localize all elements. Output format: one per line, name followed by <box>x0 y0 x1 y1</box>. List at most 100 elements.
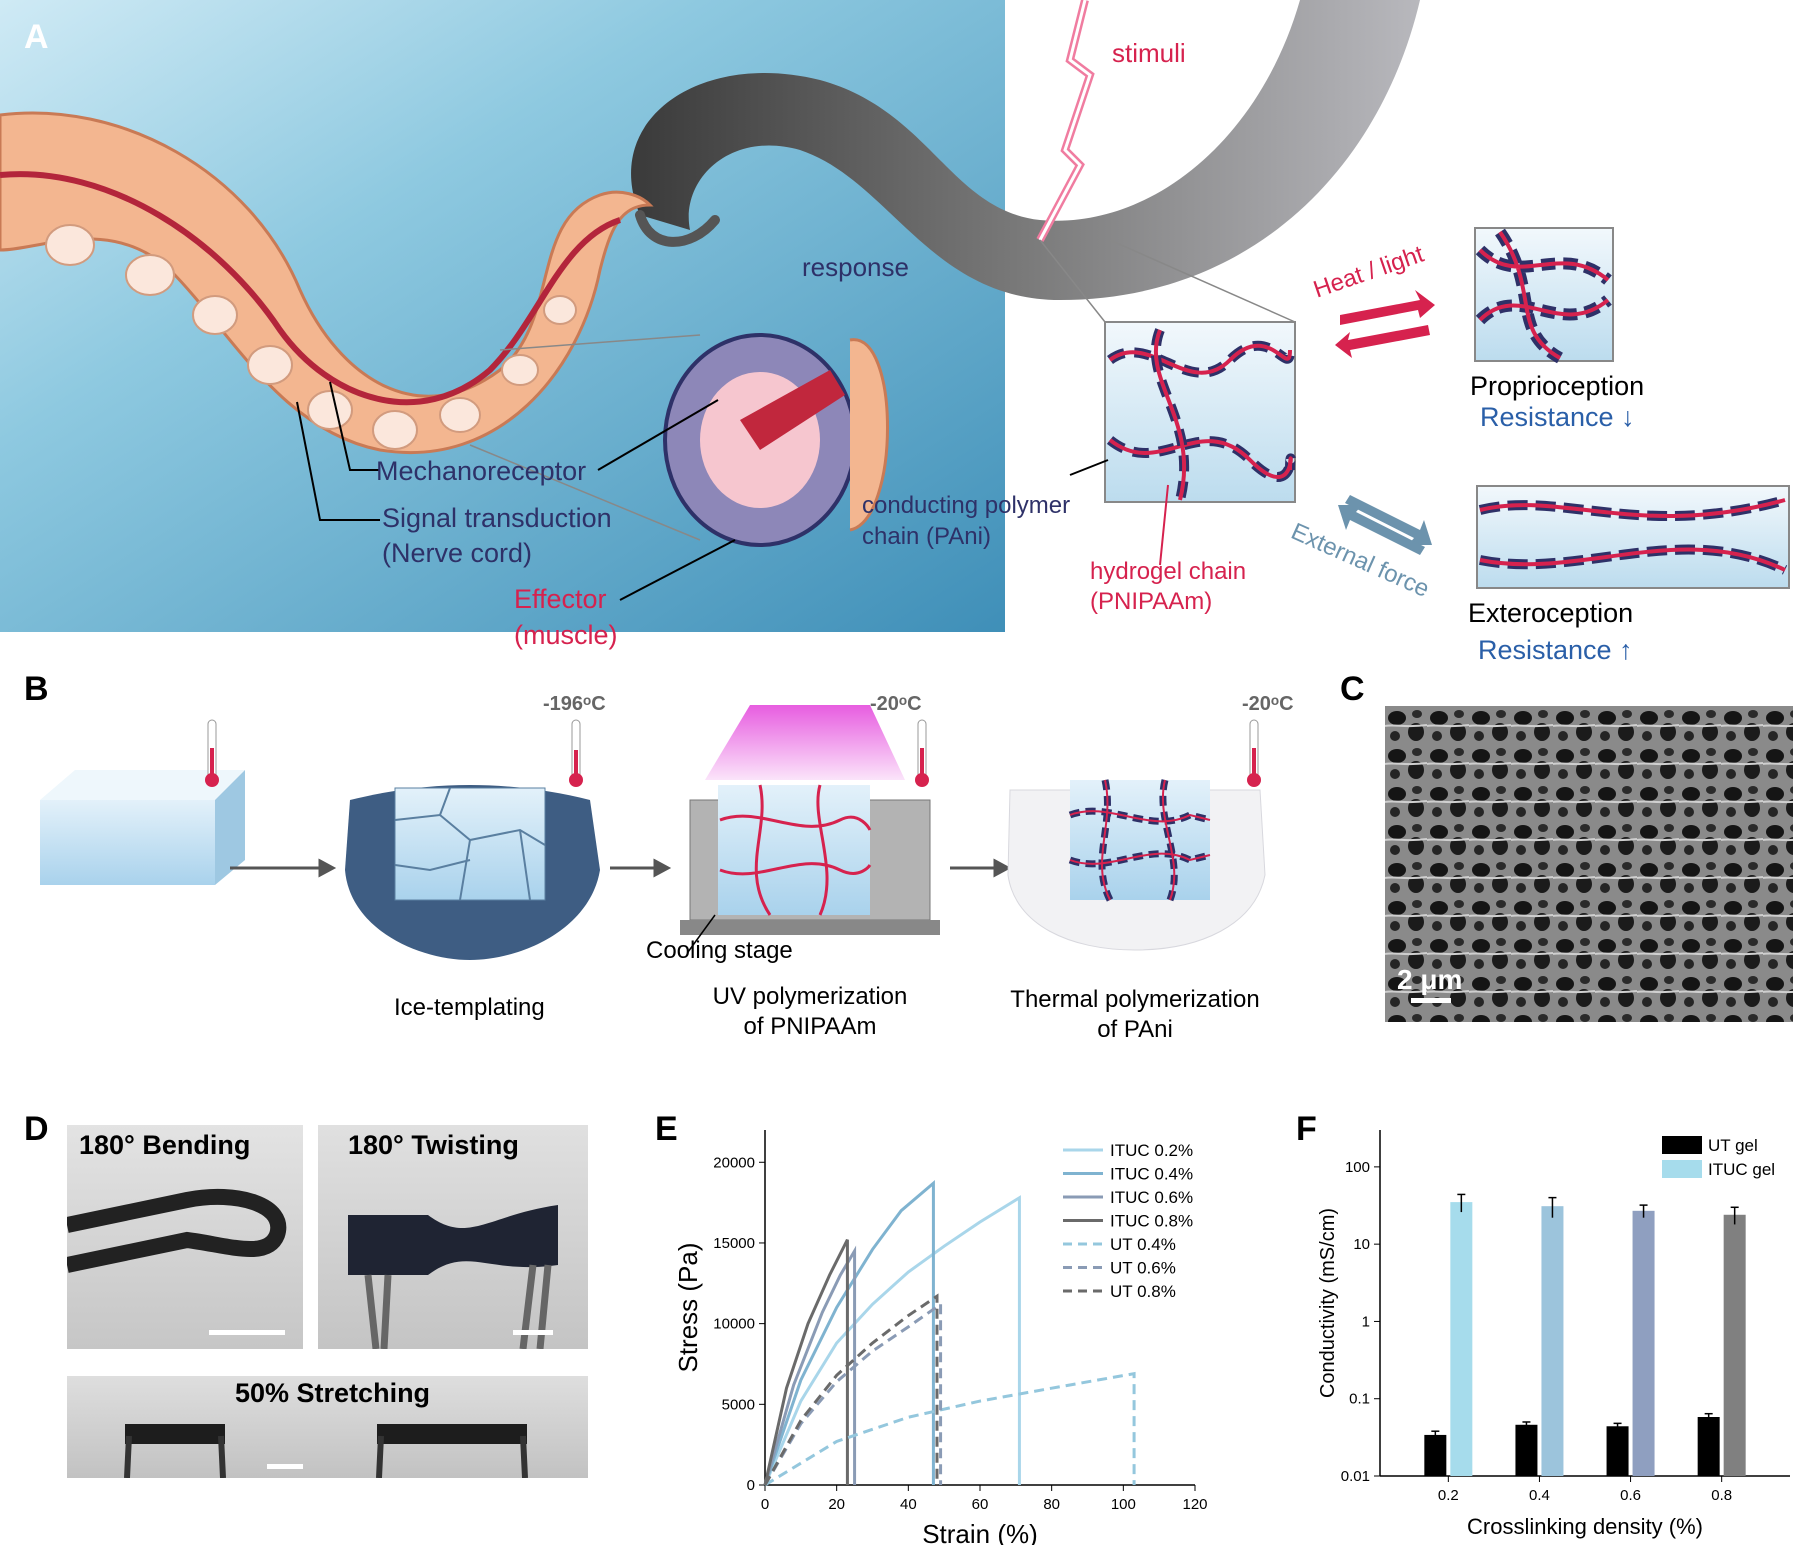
panel-a-illustration <box>0 0 1790 632</box>
label-response: response <box>802 252 909 282</box>
panel-b-illustration <box>40 705 1266 960</box>
y-tick-label: 1 <box>1362 1313 1370 1330</box>
series-line-2 <box>763 1180 935 1486</box>
series-line-1 <box>763 1195 1021 1486</box>
x-tick-label: 0.2 <box>1438 1487 1459 1504</box>
bending-sample <box>67 1189 287 1335</box>
step-thermal-polymerization: Thermal polymerization of PAni <box>980 985 1290 1045</box>
panel-label-d: D <box>24 1110 49 1148</box>
title-bending: 180° Bending <box>79 1130 251 1160</box>
uv-polymerized-block <box>718 784 872 916</box>
x-tick-label: 100 <box>1111 1496 1136 1513</box>
panel-label-a: A <box>24 18 49 56</box>
nerve-cord <box>0 171 621 406</box>
sem-porous-texture <box>1385 706 1793 1022</box>
bar-ituc <box>1450 1202 1473 1476</box>
legend-label: UT 0.6% <box>1110 1259 1176 1278</box>
stress-strain-chart: 0 20 40 60 80 100 120 0 5000 10000 15000 20000 Strai… <box>673 1130 1208 1545</box>
suckers <box>45 224 577 450</box>
label-hydrogel-chain: hydrogel chain <box>1090 558 1247 585</box>
process-arrow-1 <box>230 858 337 878</box>
legend-label: ITUC 0.6% <box>1110 1188 1193 1207</box>
series-line-3 <box>763 1245 857 1486</box>
label-resistance-up: Resistance ↑ <box>1478 635 1633 665</box>
bar-ut <box>1515 1424 1538 1476</box>
ice-templated-block <box>394 787 546 901</box>
y-tick-label: 0.01 <box>1341 1468 1370 1485</box>
legend-label: UT gel <box>1708 1136 1758 1155</box>
lightning-icon <box>1036 0 1095 242</box>
photo-stretching: 50% Stretching <box>67 1376 588 1478</box>
external-force-arrows <box>1338 495 1432 555</box>
bar-ituc <box>1541 1206 1564 1476</box>
x-tick-label: 0.8 <box>1711 1487 1732 1504</box>
x-axis-title: Strain (%) <box>922 1519 1038 1545</box>
step-thermal-line1: Thermal polymerization <box>1010 986 1260 1013</box>
temp-label-3: -20ᵒC <box>1242 693 1294 715</box>
y-tick-label: 100 <box>1345 1159 1370 1176</box>
bar-ut <box>1424 1434 1447 1476</box>
label-effector: Effector <box>514 584 607 614</box>
network-box-stretched <box>1476 485 1790 589</box>
photo-twisting: 180° Twisting <box>318 1125 588 1349</box>
bar-ut <box>1606 1426 1629 1476</box>
conductivity-chart: 0.01 0.1 1 10 100 0.2 0.4 0.6 0.8 Crosslinking de… <box>1317 1130 1790 1539</box>
synthetic-tentacle <box>631 0 1420 300</box>
y-tick-label: 0 <box>747 1477 755 1494</box>
scale-bar <box>209 1330 285 1335</box>
x-tick-label: 0 <box>761 1496 769 1513</box>
label-pani: chain (PAni) <box>862 523 991 550</box>
x-tick-label: 0.4 <box>1529 1487 1550 1504</box>
y-tick-label: 15000 <box>713 1235 755 1252</box>
y-tick-label: 10 <box>1353 1236 1370 1253</box>
label-stimuli: stimuli <box>1112 38 1186 68</box>
y-tick-label: 5000 <box>722 1396 755 1413</box>
panel-label-e: E <box>655 1110 678 1148</box>
label-nerve-cord: (Nerve cord) <box>382 538 533 568</box>
x-axis-title: Crosslinking density (%) <box>1467 1514 1703 1539</box>
step-uv-line1: UV polymerization <box>712 983 908 1010</box>
thermometer-icon <box>915 719 929 787</box>
x-tick-label: 60 <box>972 1496 989 1513</box>
label-signal-transduction: Signal transduction <box>382 503 612 533</box>
temp-label-2: -20ᵒC <box>870 693 922 715</box>
label-resistance-down: Resistance ↓ <box>1480 402 1635 432</box>
step-thermal-line2: of PAni <box>1097 1016 1173 1043</box>
label-pnipaam: (PNIPAAm) <box>1090 588 1213 615</box>
series-line-5 <box>764 1371 1136 1487</box>
legend-label: UT 0.8% <box>1110 1282 1176 1301</box>
legend-label: ITUC 0.8% <box>1110 1212 1193 1231</box>
legend-label: ITUC 0.4% <box>1110 1165 1193 1184</box>
legend-swatch <box>1662 1160 1702 1178</box>
thermometer-icon <box>569 719 583 787</box>
uv-light <box>705 705 905 780</box>
label-conducting-polymer: conducting polymer <box>862 492 1071 519</box>
bar-ituc <box>1723 1214 1746 1476</box>
scale-bar <box>513 1330 553 1335</box>
bar-ituc <box>1632 1210 1655 1476</box>
series-line-4 <box>763 1239 849 1486</box>
y-axis-title: Stress (Pa) <box>673 1242 703 1372</box>
process-arrow-2 <box>610 858 672 878</box>
bar-ut <box>1697 1417 1720 1476</box>
label-proprioception: Proprioception <box>1470 371 1645 401</box>
photo-bending: 180° Bending <box>67 1125 303 1349</box>
x-tick-label: 80 <box>1043 1496 1060 1513</box>
ice-block <box>40 770 245 885</box>
scale-bar <box>267 1464 303 1469</box>
panel-a: A stimuli response Heat / light External… <box>0 0 1801 665</box>
x-tick-label: 20 <box>828 1496 845 1513</box>
title-stretching: 50% Stretching <box>235 1378 431 1408</box>
legend-label: ITUC gel <box>1708 1160 1775 1179</box>
panel-label-f: F <box>1296 1110 1317 1148</box>
scale-bar <box>1411 998 1451 1003</box>
scale-bar-label: 2 μm <box>1397 964 1463 995</box>
step-ice-templating: Ice-templating <box>394 994 545 1021</box>
y-tick-label: 10000 <box>713 1316 755 1333</box>
process-arrow-3 <box>950 858 1012 878</box>
series-line-6 <box>763 1301 943 1486</box>
label-muscle: (muscle) <box>514 620 618 650</box>
thermometer-icon <box>205 719 219 787</box>
legend-label: ITUC 0.2% <box>1110 1141 1193 1160</box>
legend-label: UT 0.4% <box>1110 1235 1176 1254</box>
